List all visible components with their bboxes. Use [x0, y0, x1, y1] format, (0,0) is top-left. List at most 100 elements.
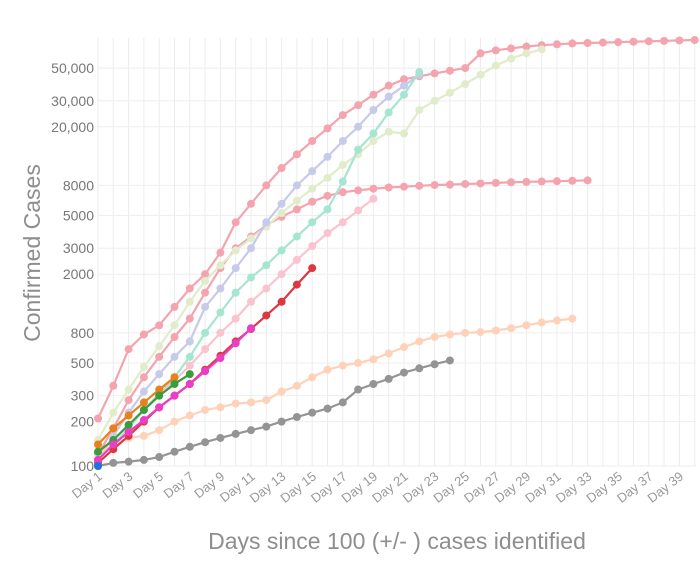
series-lime-long-point[interactable]: [155, 342, 164, 351]
series-magenta-point[interactable]: [231, 339, 240, 348]
series-pink-long-point[interactable]: [139, 330, 148, 339]
series-light-pink-point[interactable]: [216, 328, 225, 337]
series-pink-long-point[interactable]: [675, 36, 684, 45]
series-peach-point[interactable]: [231, 399, 240, 408]
series-salmon-plateau-point[interactable]: [323, 191, 332, 200]
series-lavender-point[interactable]: [292, 181, 301, 190]
series-pink-long-point[interactable]: [629, 37, 638, 46]
series-lime-long-point[interactable]: [292, 196, 301, 205]
series-lavender-point[interactable]: [139, 387, 148, 396]
series-red-point[interactable]: [308, 264, 317, 273]
series-light-pink-point[interactable]: [247, 297, 255, 306]
series-pink-long-point[interactable]: [583, 38, 592, 47]
series-salmon-plateau-point[interactable]: [292, 205, 301, 214]
series-peach-point[interactable]: [292, 381, 301, 390]
series-mint-point[interactable]: [277, 246, 286, 255]
series-peach-point[interactable]: [445, 330, 454, 339]
series-pink-long-point[interactable]: [369, 90, 378, 99]
series-lavender-point[interactable]: [323, 152, 332, 161]
series-salmon-plateau-point[interactable]: [415, 181, 424, 190]
series-lime-long-point[interactable]: [461, 80, 470, 89]
series-gray-point[interactable]: [369, 379, 378, 388]
series-magenta-point[interactable]: [94, 455, 102, 464]
series-lime-long-point[interactable]: [522, 49, 531, 58]
series-peach-point[interactable]: [338, 361, 347, 370]
series-lime-long-point[interactable]: [323, 173, 332, 182]
series-peach-point[interactable]: [155, 426, 164, 435]
series-peach-point[interactable]: [553, 316, 561, 325]
series-pink-long-point[interactable]: [185, 284, 194, 293]
series-peach-point[interactable]: [476, 328, 485, 337]
series-lime-long-point[interactable]: [231, 246, 240, 255]
series-gray-point[interactable]: [124, 457, 133, 466]
series-gray-point[interactable]: [185, 442, 194, 451]
series-magenta-point[interactable]: [124, 428, 133, 437]
series-pink-long-point[interactable]: [201, 270, 210, 279]
series-pink-long-point[interactable]: [354, 101, 363, 110]
series-mint-point[interactable]: [400, 90, 408, 99]
series-pink-long-point[interactable]: [231, 218, 240, 227]
series-green-point[interactable]: [170, 379, 179, 388]
series-peach-point[interactable]: [139, 431, 148, 440]
series-green-point[interactable]: [94, 447, 102, 456]
series-lime-long-point[interactable]: [491, 61, 500, 70]
series-gray-point[interactable]: [155, 453, 164, 462]
series-lime-long-point[interactable]: [124, 385, 133, 394]
series-pink-long-point[interactable]: [507, 44, 516, 53]
series-mint-point[interactable]: [415, 68, 424, 77]
series-gray-point[interactable]: [400, 368, 408, 377]
series-peach-point[interactable]: [216, 403, 225, 412]
series-pink-long-point[interactable]: [660, 36, 669, 45]
series-blue-point[interactable]: [94, 462, 102, 470]
series-salmon-plateau-point[interactable]: [430, 181, 439, 190]
series-magenta-point[interactable]: [139, 416, 148, 425]
series-pink-long-point[interactable]: [553, 40, 561, 49]
series-mint-point[interactable]: [247, 273, 255, 282]
series-mint-point[interactable]: [308, 218, 317, 227]
series-gray-point[interactable]: [247, 426, 255, 435]
series-gray-point[interactable]: [170, 447, 179, 456]
series-pink-long-point[interactable]: [338, 111, 347, 120]
series-pink-long-point[interactable]: [445, 66, 454, 75]
series-salmon-plateau-point[interactable]: [338, 188, 347, 197]
series-orange-point[interactable]: [94, 440, 102, 449]
series-pink-long-point[interactable]: [109, 381, 118, 390]
series-peach-point[interactable]: [537, 318, 546, 327]
series-peach-point[interactable]: [308, 373, 317, 382]
series-peach-point[interactable]: [568, 314, 577, 323]
series-lavender-point[interactable]: [170, 352, 179, 361]
series-light-pink-point[interactable]: [369, 194, 378, 203]
series-salmon-plateau-point[interactable]: [124, 396, 133, 405]
series-peach-point[interactable]: [507, 324, 516, 333]
series-lime-long-point[interactable]: [201, 276, 210, 285]
series-lavender-point[interactable]: [400, 81, 408, 90]
series-gray-point[interactable]: [338, 398, 347, 407]
series-light-pink-point[interactable]: [277, 270, 286, 279]
series-salmon-plateau-point[interactable]: [155, 352, 164, 361]
series-salmon-plateau-point[interactable]: [400, 182, 408, 191]
series-green-point[interactable]: [124, 420, 133, 429]
series-light-pink-point[interactable]: [262, 284, 271, 293]
series-lavender-point[interactable]: [262, 218, 271, 227]
series-light-pink-point[interactable]: [201, 345, 210, 354]
series-light-pink-point[interactable]: [231, 314, 240, 323]
series-peach-point[interactable]: [247, 398, 255, 407]
series-pink-long-point[interactable]: [94, 414, 102, 423]
series-lavender-point[interactable]: [308, 167, 317, 176]
series-peach-point[interactable]: [430, 332, 439, 341]
series-pink-long-point[interactable]: [323, 124, 332, 133]
series-pink-long-point[interactable]: [644, 37, 653, 46]
series-salmon-plateau-point[interactable]: [461, 180, 470, 189]
series-pink-long-point[interactable]: [277, 164, 286, 173]
series-gray-point[interactable]: [262, 422, 271, 431]
series-pink-long-point[interactable]: [384, 81, 393, 90]
series-pink-long-point[interactable]: [400, 75, 408, 84]
series-salmon-plateau-point[interactable]: [308, 197, 317, 206]
series-salmon-plateau-point[interactable]: [384, 183, 393, 192]
series-lime-long-point[interactable]: [216, 261, 225, 270]
series-lavender-point[interactable]: [247, 244, 255, 253]
series-orange-point[interactable]: [124, 411, 133, 420]
series-gray-point[interactable]: [216, 433, 225, 442]
series-pink-long-point[interactable]: [491, 46, 500, 55]
series-gray-point[interactable]: [430, 360, 439, 369]
